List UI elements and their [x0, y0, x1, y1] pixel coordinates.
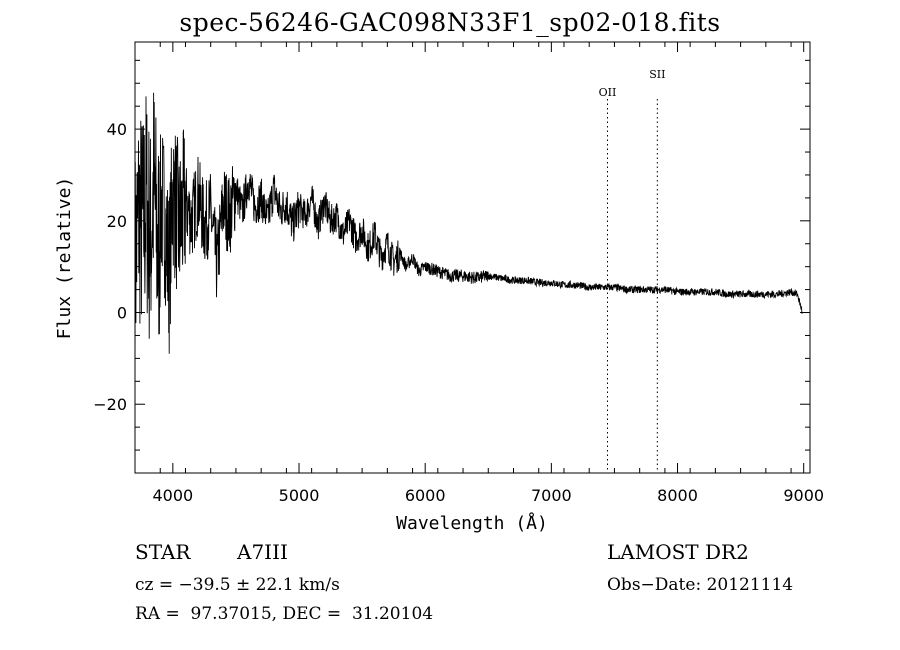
plot-frame — [134, 41, 811, 474]
x-tick-label: 6000 — [405, 486, 446, 505]
y-axis-label: Flux (relative) — [54, 177, 75, 340]
x-axis-label: Wavelength (Å) — [396, 512, 548, 534]
spectral-class: A7III — [237, 540, 288, 564]
y-tick-label: 40 — [107, 120, 127, 139]
x-tick-label: 9000 — [783, 486, 824, 505]
line-label-sii: SII — [649, 68, 665, 81]
object-type: STAR — [135, 540, 191, 564]
y-tick-label: −20 — [93, 395, 127, 414]
spectrum-layer — [134, 92, 803, 386]
survey-name: LAMOST DR2 — [607, 540, 749, 564]
obs-date: Obs−Date: 20121114 — [607, 575, 794, 595]
spectrum-line — [134, 92, 803, 386]
x-tick-label: 7000 — [531, 486, 572, 505]
y-tick-label: 20 — [107, 212, 127, 231]
y-tick-label: 0 — [117, 304, 127, 323]
emission-lines-layer: OII SII — [599, 68, 665, 473]
axis-ticks: 4000 5000 6000 7000 8000 9000 −20 0 20 40 — [93, 42, 824, 505]
x-tick-label: 5000 — [279, 486, 320, 505]
redshift-cz: cz = −39.5 ± 22.1 km/s — [135, 575, 340, 595]
x-tick-label: 8000 — [657, 486, 698, 505]
x-tick-label: 4000 — [152, 486, 193, 505]
line-label-oii: OII — [599, 86, 617, 99]
chart-title: spec-56246-GAC098N33F1_sp02-018.fits — [179, 8, 721, 37]
coordinates: RA = 97.37015, DEC = 31.20104 — [135, 604, 434, 624]
